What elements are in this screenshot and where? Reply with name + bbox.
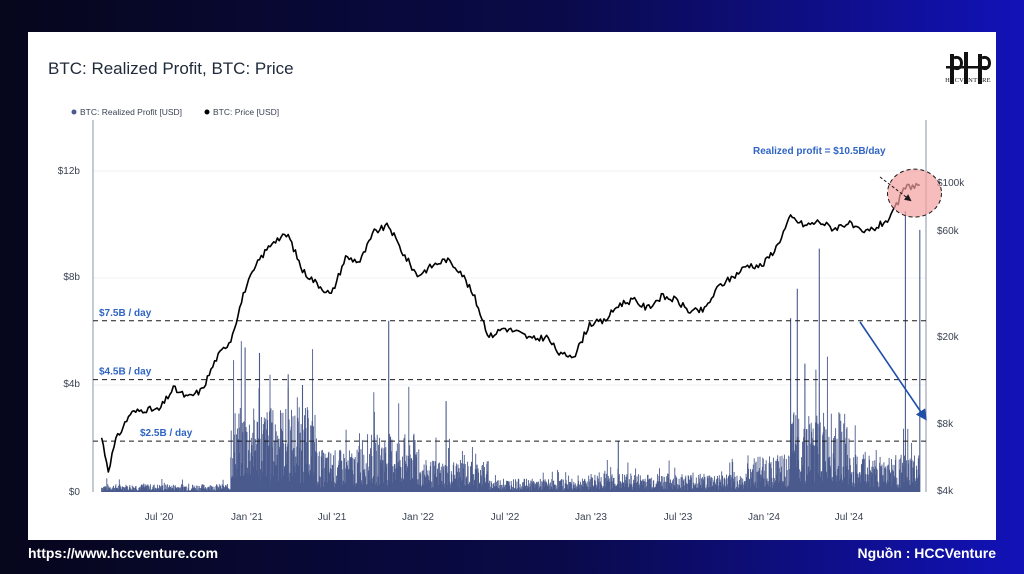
right-tick-label-3: $60k [937,226,960,237]
annotation-arrow [879,176,912,202]
x-tick-label-4: Jul '22 [491,512,520,523]
x-tick-label-3: Jan '22 [402,512,434,523]
chart-title: BTC: Realized Profit, BTC: Price [48,59,294,78]
logo-text: HCCVENTURE [945,77,991,84]
highlight-circle [887,168,943,218]
left-tick-label-0: $0 [69,487,81,498]
left-tick-label-3: $12b [58,166,81,177]
right-tick-label-4: $100k [937,178,965,189]
right-tick-label-1: $8k [937,419,954,430]
footer-source: Nguồn : HCCVenture [857,545,996,561]
left-tick-label-1: $4b [63,379,80,390]
reference-label-1: $4.5B / day [99,367,152,378]
chart-panel: BTC: Realized Profit, BTC: Price HCCVENT… [28,32,996,540]
x-tick-label-1: Jan '21 [231,512,263,523]
right-tick-label-2: $20k [937,332,960,343]
x-tick-label-8: Jul '24 [835,512,864,523]
x-tick-label-6: Jul '23 [664,512,693,523]
legend-marker-0 [71,109,77,115]
hccventure-logo-icon [946,52,991,84]
footer-url[interactable]: https://www.hccventure.com [28,545,219,561]
legend-marker-1 [204,109,210,115]
legend-label-0: BTC: Realized Profit [USD] [80,107,182,117]
chart-svg: $7.5B / day $4.5B / day $2.5B / day $0 $4b $8… [58,107,965,523]
reference-label-0: $7.5B / day [99,308,152,319]
trend-arrow [859,321,927,421]
x-tick-label-2: Jul '21 [318,512,347,523]
x-tick-label-5: Jan '23 [575,512,607,523]
reference-label-2: $2.5B / day [140,428,193,439]
left-tick-label-2: $8b [63,272,80,283]
price-line [100,182,920,473]
annotation-text: Realized profit = $10.5B/day [753,146,886,157]
right-tick-label-0: $4k [937,486,954,497]
x-tick-label-0: Jul '20 [145,512,174,523]
legend-label-1: BTC: Price [USD] [213,107,279,117]
x-tick-label-7: Jan '24 [748,512,780,523]
